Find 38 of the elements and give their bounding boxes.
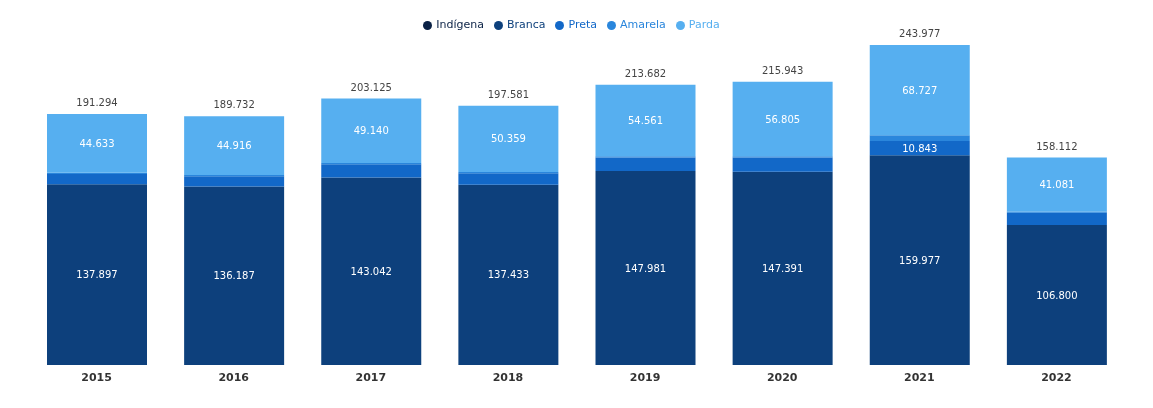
total-label: 213.682 [624,67,667,79]
legend-label: Parda [688,18,720,31]
total-label: 191.294 [76,97,118,109]
total-label: 158.112 [1036,140,1078,152]
data-label: 68.727 [902,84,938,96]
x-tick-label: 2020 [766,370,798,384]
total-label: 189.732 [213,99,255,111]
total-label: 203.125 [350,81,392,93]
data-label: 49.140 [353,125,389,137]
legend-label: Branca [506,18,546,31]
legend-label: Amarela [620,18,666,31]
data-label: 44.916 [216,140,252,152]
data-label: 159.977 [899,254,941,266]
data-label: 147.391 [761,262,804,274]
data-label: 44.633 [79,137,115,149]
data-label: 143.042 [350,265,392,277]
data-label: 147.981 [624,262,667,274]
legend-label: Preta [568,18,598,31]
x-tick-label: 2022 [1041,370,1072,384]
data-label: 137.433 [487,269,530,281]
data-label: 56.805 [765,113,801,125]
data-label: 106.800 [1036,289,1078,301]
data-label: 137.897 [76,269,118,281]
x-tick-label: 2016 [218,370,250,384]
data-label: 136.187 [213,270,255,282]
data-label: 50.359 [490,133,526,145]
legend-label: Indígena [436,18,484,31]
total-label: 243.977 [899,28,941,39]
data-label: 54.561 [628,115,663,127]
x-tick-label: 2021 [904,370,935,384]
total-label: 197.581 [487,88,530,100]
x-tick-label: 2015 [81,370,112,384]
total-label: 215.943 [761,64,804,76]
data-label: 41.081 [1039,179,1075,191]
data-label: 10.843 [902,142,938,154]
x-tick-label: 2018 [492,370,524,384]
x-tick-label: 2017 [355,370,387,384]
x-tick-label: 2019 [629,370,661,384]
